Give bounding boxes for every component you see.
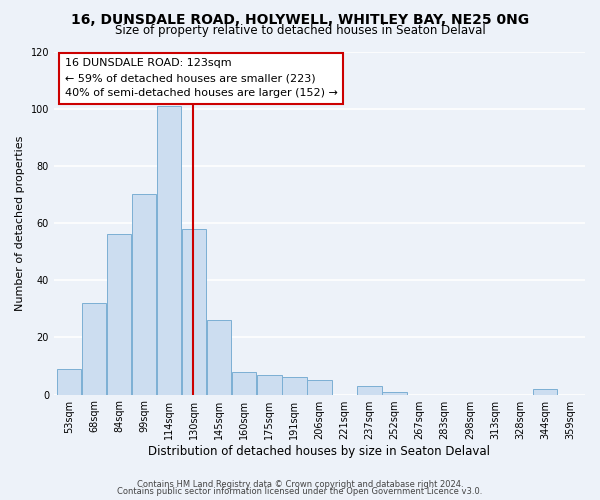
Bar bbox=[382, 392, 407, 394]
Bar bbox=[57, 369, 81, 394]
Bar bbox=[533, 389, 557, 394]
Y-axis label: Number of detached properties: Number of detached properties bbox=[15, 136, 25, 310]
Text: Size of property relative to detached houses in Seaton Delaval: Size of property relative to detached ho… bbox=[115, 24, 485, 37]
Bar bbox=[182, 229, 206, 394]
Bar bbox=[358, 386, 382, 394]
Bar bbox=[132, 194, 156, 394]
Bar bbox=[207, 320, 232, 394]
Bar bbox=[82, 303, 106, 394]
Text: Contains public sector information licensed under the Open Government Licence v3: Contains public sector information licen… bbox=[118, 487, 482, 496]
Bar bbox=[307, 380, 332, 394]
Text: 16 DUNSDALE ROAD: 123sqm
← 59% of detached houses are smaller (223)
40% of semi-: 16 DUNSDALE ROAD: 123sqm ← 59% of detach… bbox=[65, 58, 337, 98]
X-axis label: Distribution of detached houses by size in Seaton Delaval: Distribution of detached houses by size … bbox=[148, 444, 490, 458]
Bar bbox=[282, 378, 307, 394]
Bar bbox=[107, 234, 131, 394]
Text: Contains HM Land Registry data © Crown copyright and database right 2024.: Contains HM Land Registry data © Crown c… bbox=[137, 480, 463, 489]
Text: 16, DUNSDALE ROAD, HOLYWELL, WHITLEY BAY, NE25 0NG: 16, DUNSDALE ROAD, HOLYWELL, WHITLEY BAY… bbox=[71, 12, 529, 26]
Bar bbox=[157, 106, 181, 395]
Bar bbox=[257, 374, 281, 394]
Bar bbox=[232, 372, 256, 394]
